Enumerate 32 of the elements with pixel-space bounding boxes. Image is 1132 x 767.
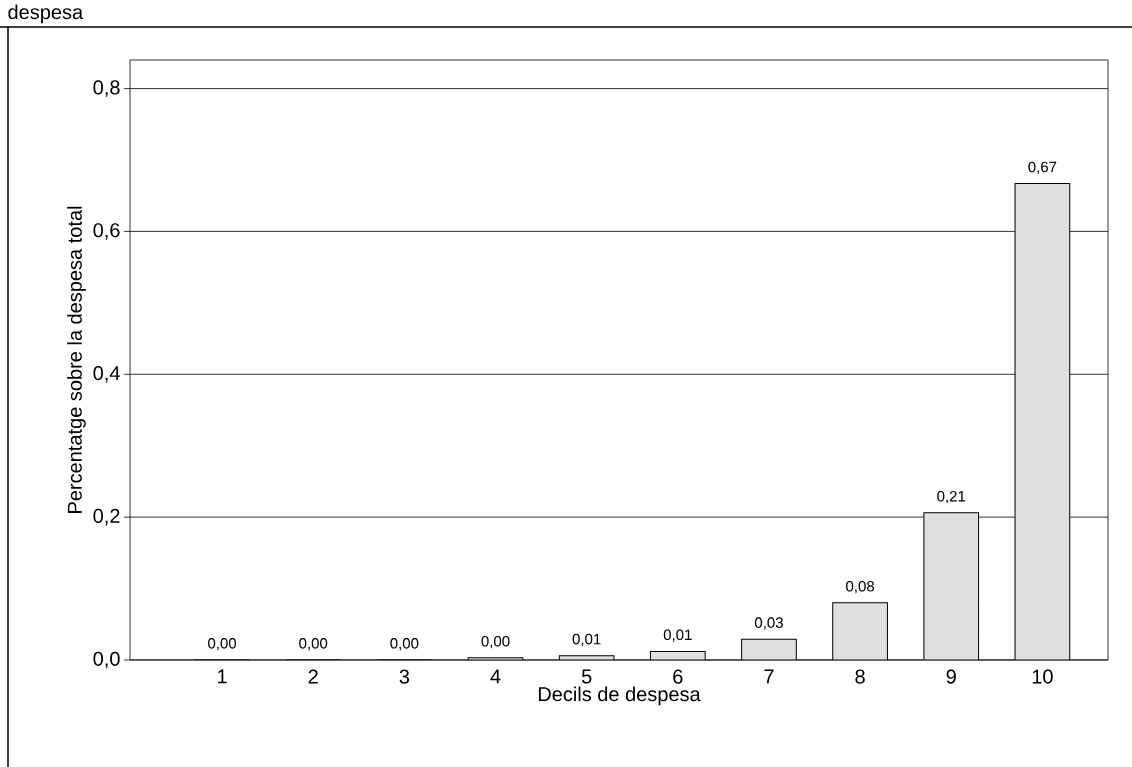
x-tick-label: 7 [764, 669, 774, 684]
x-axis-title: Decils de despesa [538, 686, 701, 706]
data-label: 0,00 [299, 638, 328, 651]
y-axis-title: Percentatge sobre la despesa total [67, 206, 86, 513]
data-label: 0,08 [846, 580, 875, 594]
x-tick-label: 8 [855, 669, 865, 684]
data-label: 0,00 [390, 638, 419, 651]
data-label: 0,01 [572, 633, 601, 647]
bar [832, 602, 888, 660]
x-tick-label: 5 [581, 669, 592, 684]
y-tick-label: 0,8 [93, 80, 120, 97]
data-label: 0,67 [1028, 161, 1057, 175]
chart-title: despesa [8, 4, 84, 24]
data-label: 0,01 [663, 629, 692, 642]
y-tick-label: 0,4 [93, 366, 120, 383]
y-tick-label: 0,0 [93, 651, 120, 669]
bar [741, 638, 797, 660]
bar [923, 512, 980, 660]
bar [1014, 183, 1071, 660]
data-label: 0,00 [208, 638, 237, 651]
y-tick-label: 0,2 [93, 508, 120, 526]
x-tick-label: 1 [218, 669, 227, 684]
y-tick-label: 0,6 [93, 223, 120, 240]
x-tick-label: 4 [490, 669, 501, 684]
x-tick-label: 2 [308, 669, 318, 684]
x-tick-label: 3 [399, 669, 410, 684]
x-tick-label: 9 [946, 669, 956, 684]
x-tick-label: 6 [673, 669, 683, 684]
data-label: 0,00 [481, 635, 510, 649]
data-label: 0,03 [754, 617, 783, 630]
x-tick-label: 10 [1032, 669, 1053, 684]
data-label: 0,21 [937, 490, 966, 504]
